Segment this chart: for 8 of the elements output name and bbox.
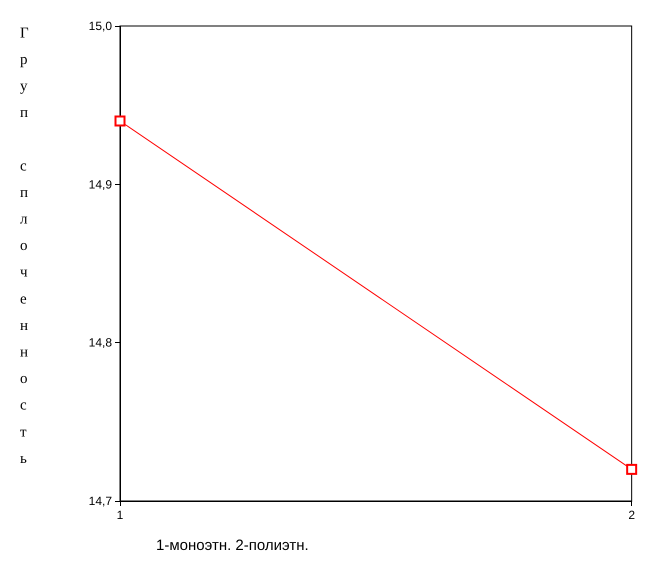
x-tick-label: 2 [628,508,636,522]
y-tick-label: 14,9 [88,177,112,192]
text: Груп сплоченность [20,25,29,467]
x-tick-label: 1 [116,508,124,522]
y-tick-label: 14,7 [88,494,112,508]
y-tick-label: 15,0 [88,19,112,33]
x-axis-title: 1-моноэтн. 2-полиэтн. [156,537,309,554]
y-tick-label: 14,8 [88,336,112,350]
